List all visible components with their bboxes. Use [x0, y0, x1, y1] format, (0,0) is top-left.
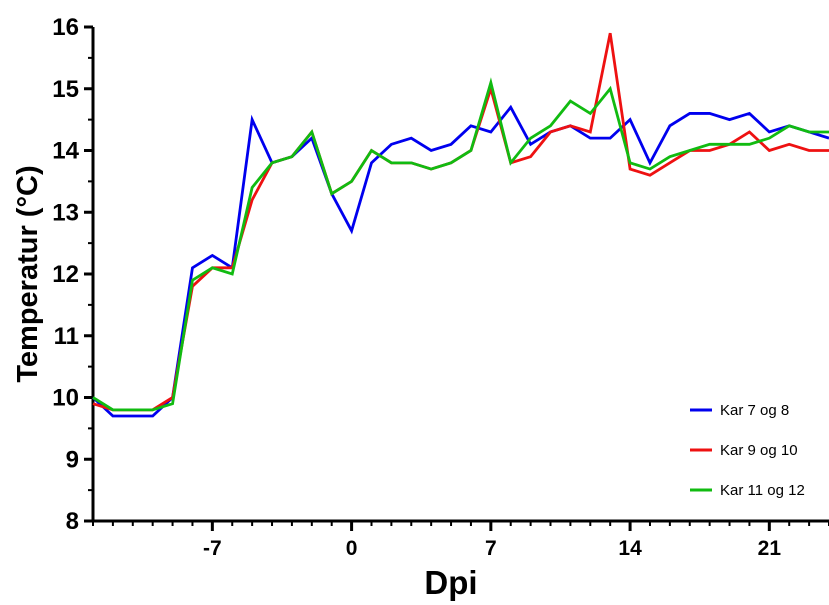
x-tick-label: 0	[346, 537, 358, 560]
y-tick-label: 10	[52, 385, 79, 412]
x-tick-label: 7	[485, 537, 497, 560]
y-tick-label: 14	[52, 138, 79, 165]
x-tick-label: 14	[618, 537, 642, 560]
y-tick-label: 16	[52, 14, 79, 41]
y-tick-label: 15	[52, 76, 79, 103]
legend: Kar 7 og 8 Kar 9 og 10 Kar 11 og 12	[690, 402, 805, 499]
y-axis-title: Temperatur (°C)	[12, 165, 44, 382]
y-tick-label: 9	[66, 446, 79, 473]
y-tick-label: 13	[52, 199, 79, 226]
x-axis-title: Dpi	[424, 564, 477, 601]
y-tick-label: 8	[66, 508, 79, 535]
legend-label: Kar 9 og 10	[720, 442, 798, 459]
legend-label: Kar 11 og 12	[720, 482, 805, 499]
series-line-1	[92, 104, 829, 418]
x-tick-label: -7	[203, 537, 222, 560]
y-tick-label: 12	[52, 261, 79, 288]
series-line-3	[92, 77, 829, 412]
x-tick-label: 21	[758, 537, 782, 560]
series-layer	[92, 32, 829, 418]
axes: 8 9 10 11 12 13 14 15 16 -7 0 7 14 21	[52, 14, 829, 560]
y-tick-label: 11	[54, 323, 79, 350]
legend-label: Kar 7 og 8	[720, 402, 789, 419]
series-line-2	[92, 32, 829, 412]
